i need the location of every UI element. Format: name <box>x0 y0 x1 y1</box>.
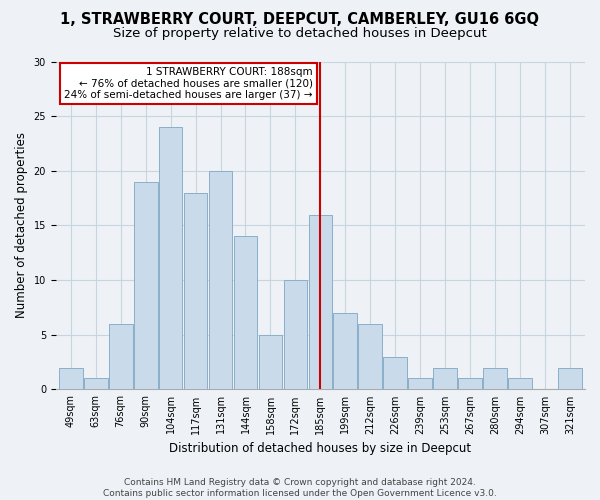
Text: 1, STRAWBERRY COURT, DEEPCUT, CAMBERLEY, GU16 6GQ: 1, STRAWBERRY COURT, DEEPCUT, CAMBERLEY,… <box>61 12 539 28</box>
Bar <box>358 324 382 390</box>
Bar <box>259 335 283 390</box>
Bar <box>84 378 107 390</box>
Bar <box>159 127 182 390</box>
Bar <box>483 368 507 390</box>
Bar <box>134 182 158 390</box>
Bar <box>284 280 307 390</box>
Bar <box>308 214 332 390</box>
Bar <box>109 324 133 390</box>
Bar <box>59 368 83 390</box>
Bar <box>409 378 432 390</box>
Bar <box>184 192 208 390</box>
Y-axis label: Number of detached properties: Number of detached properties <box>15 132 28 318</box>
Text: Contains HM Land Registry data © Crown copyright and database right 2024.
Contai: Contains HM Land Registry data © Crown c… <box>103 478 497 498</box>
Text: Size of property relative to detached houses in Deepcut: Size of property relative to detached ho… <box>113 28 487 40</box>
Bar <box>508 378 532 390</box>
Bar <box>558 368 582 390</box>
Bar <box>383 356 407 390</box>
Bar <box>209 171 232 390</box>
Bar <box>458 378 482 390</box>
X-axis label: Distribution of detached houses by size in Deepcut: Distribution of detached houses by size … <box>169 442 472 455</box>
Bar <box>433 368 457 390</box>
Text: 1 STRAWBERRY COURT: 188sqm
← 76% of detached houses are smaller (120)
24% of sem: 1 STRAWBERRY COURT: 188sqm ← 76% of deta… <box>64 67 313 100</box>
Bar <box>233 236 257 390</box>
Bar <box>334 313 357 390</box>
